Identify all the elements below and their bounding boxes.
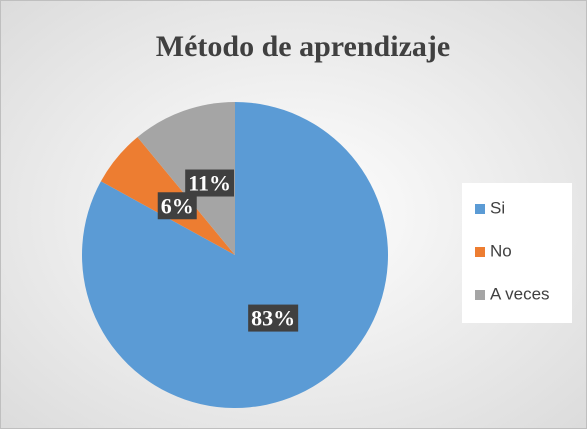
data-label: 6%: [161, 193, 194, 218]
legend-swatch: [475, 247, 485, 257]
chart-title: Método de aprendizaje: [156, 30, 450, 63]
legend-swatch: [475, 204, 485, 214]
data-label-box: [185, 169, 235, 197]
data-label-box: [157, 192, 197, 220]
data-label: 83%: [251, 306, 295, 331]
data-label-box: [248, 304, 299, 332]
pie-slice: [81, 102, 388, 409]
legend-label: A veces: [490, 284, 550, 303]
legend-label: Si: [490, 198, 505, 217]
legend-label: No: [490, 241, 512, 260]
data-label: 11%: [188, 171, 231, 196]
legend-swatch: [475, 290, 485, 300]
